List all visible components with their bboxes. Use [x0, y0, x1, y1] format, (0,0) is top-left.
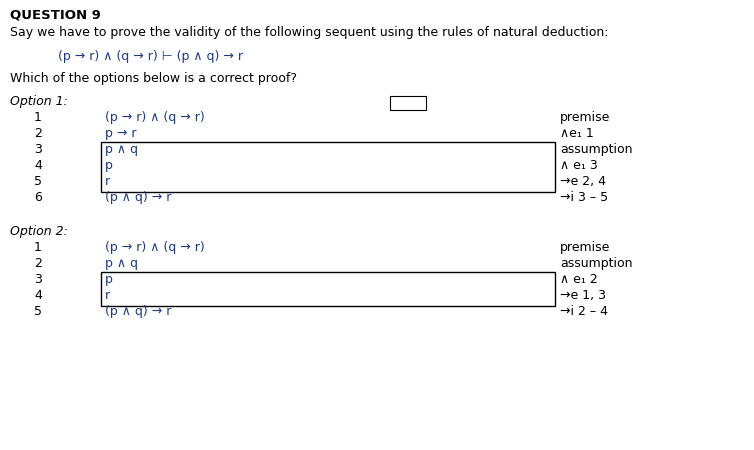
- Text: 2: 2: [34, 127, 42, 140]
- Text: ∧ e₁ 2: ∧ e₁ 2: [560, 273, 598, 286]
- Text: ∧ e₁ 3: ∧ e₁ 3: [560, 159, 598, 172]
- Text: 5: 5: [34, 305, 42, 318]
- Text: premise: premise: [560, 111, 611, 124]
- Text: p: p: [105, 273, 113, 286]
- Text: (p ∧ q) → r: (p ∧ q) → r: [105, 305, 171, 318]
- Text: 3: 3: [34, 143, 42, 156]
- Text: (p → r) ∧ (q → r): (p → r) ∧ (q → r): [105, 241, 205, 254]
- Text: Option 1:: Option 1:: [10, 95, 68, 108]
- Text: ∧e₁ 1: ∧e₁ 1: [560, 127, 593, 140]
- Text: →i 2 – 4: →i 2 – 4: [560, 305, 608, 318]
- Text: assumption: assumption: [560, 257, 633, 270]
- Text: premise: premise: [560, 241, 611, 254]
- Text: 6: 6: [34, 191, 42, 204]
- Text: Which of the options below is a correct proof?: Which of the options below is a correct …: [10, 72, 297, 85]
- Text: 2: 2: [34, 257, 42, 270]
- Text: Option 2:: Option 2:: [10, 225, 68, 238]
- Text: assumption: assumption: [560, 143, 633, 156]
- Bar: [390, 96, 426, 110]
- Text: 3: 3: [34, 273, 42, 286]
- Text: (p ∧ q) → r: (p ∧ q) → r: [105, 191, 171, 204]
- Text: Say we have to prove the validity of the following sequent using the rules of na: Say we have to prove the validity of the…: [10, 26, 608, 39]
- Text: p → r: p → r: [105, 127, 136, 140]
- Text: Close: Close: [394, 98, 422, 108]
- Text: 1: 1: [34, 111, 42, 124]
- Text: →e 2, 4: →e 2, 4: [560, 175, 606, 188]
- Text: r: r: [105, 175, 110, 188]
- Text: →e 1, 3: →e 1, 3: [560, 289, 606, 302]
- Text: p: p: [105, 159, 113, 172]
- Text: (p → r) ∧ (q → r): (p → r) ∧ (q → r): [105, 111, 205, 124]
- Text: 4: 4: [34, 289, 42, 302]
- Text: p ∧ q: p ∧ q: [105, 143, 138, 156]
- Text: QUESTION 9: QUESTION 9: [10, 8, 101, 21]
- Text: r: r: [105, 289, 110, 302]
- Text: (p → r) ∧ (q → r) ⊢ (p ∧ q) → r: (p → r) ∧ (q → r) ⊢ (p ∧ q) → r: [58, 50, 243, 63]
- Text: 5: 5: [34, 175, 42, 188]
- Text: 4: 4: [34, 159, 42, 172]
- Bar: [101, 142, 555, 192]
- Text: p ∧ q: p ∧ q: [105, 257, 138, 270]
- Text: →i 3 – 5: →i 3 – 5: [560, 191, 608, 204]
- Bar: [101, 272, 555, 306]
- Text: 1: 1: [34, 241, 42, 254]
